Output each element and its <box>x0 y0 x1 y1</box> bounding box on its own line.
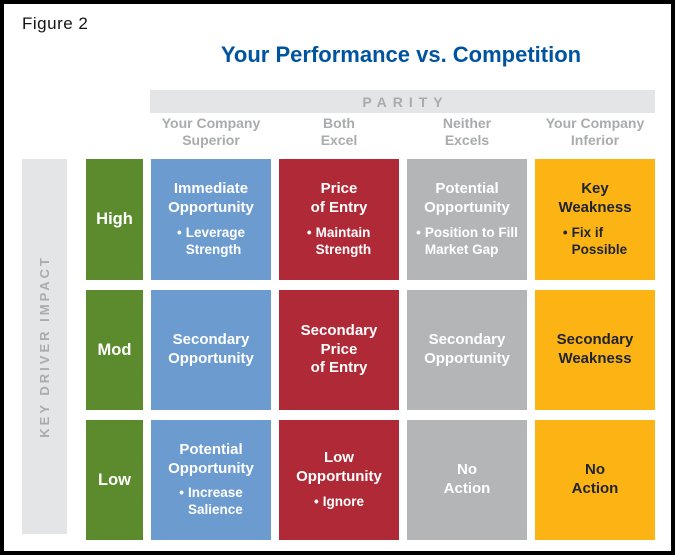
cell-bullet-text: Fix if Possible <box>571 224 628 257</box>
bullet-icon: • <box>314 493 319 509</box>
impact-axis-label: KEY DRIVER IMPACT <box>37 255 52 438</box>
column-header-your-company-inferior: Your Company Inferior <box>545 115 645 148</box>
cell-bullet: • Increase Salience <box>179 485 243 519</box>
cell-title: Price of Entry <box>310 180 368 217</box>
cell-bullet: • Leverage Strength <box>177 225 245 259</box>
bullet-icon: • <box>562 224 568 240</box>
impact-cell-high: High <box>86 159 143 280</box>
impact-cell-mod: Mod <box>86 290 143 410</box>
bullet-icon: • <box>416 224 421 240</box>
cell-bullet: • Position to Fill Market Gap <box>416 225 518 259</box>
matrix-cell-high-neither-excels: Potential Opportunity • Position to Fill… <box>407 159 527 280</box>
matrix-cell-mod-inferior: Secondary Weakness <box>535 290 655 410</box>
matrix-cell-high-inferior: Key Weakness • Fix if Possible <box>535 159 655 280</box>
figure-number-label: Figure 2 <box>22 14 89 33</box>
cell-title: Secondary Opportunity <box>168 331 254 367</box>
matrix-cell-high-both-excel: Price of Entry • Maintain Strength <box>279 159 399 280</box>
cell-title: Potential Opportunity <box>424 180 510 217</box>
matrix-cell-low-inferior: No Action <box>535 420 655 540</box>
matrix-cell-mod-neither-excels: Secondary Opportunity <box>407 290 527 410</box>
cell-title: No Action <box>443 461 491 497</box>
column-header-your-company-superior: Your Company Superior <box>161 115 261 148</box>
cell-bullet-text: Leverage Strength <box>185 224 246 257</box>
cell-title: Immediate Opportunity <box>168 180 254 217</box>
bullet-icon: • <box>179 485 184 501</box>
cell-bullet: • Maintain Strength <box>307 225 371 259</box>
cell-title: Secondary Opportunity <box>424 331 510 367</box>
matrix-cell-high-superior: Immediate Opportunity • Leverage Strengt… <box>151 159 271 280</box>
chart-title: Your Performance vs. Competition <box>220 42 582 67</box>
column-header-neither-excels: Neither Excels <box>442 115 492 148</box>
cell-title: Potential Opportunity <box>168 440 254 477</box>
cell-title: Low Opportunity <box>296 449 382 486</box>
matrix-cell-low-superior: Potential Opportunity • Increase Salienc… <box>151 420 271 540</box>
parity-axis-label: PARITY <box>362 93 449 110</box>
cell-bullet-text: Position to Fill Market Gap <box>424 224 518 257</box>
cell-bullet: • Ignore <box>314 494 364 511</box>
cell-bullet-text: Maintain Strength <box>315 224 372 257</box>
cell-title: Secondary Weakness <box>556 331 634 367</box>
bullet-icon: • <box>306 224 312 240</box>
matrix-grid: High Immediate Opportunity • Leverage St… <box>86 159 655 540</box>
cell-bullet: • Fix if Possible <box>563 225 627 259</box>
bullet-icon: • <box>176 224 182 240</box>
matrix-cell-low-both-excel: Low Opportunity • Ignore <box>279 420 399 540</box>
cell-title: Secondary Price of Entry <box>300 321 378 377</box>
cell-bullet-text: Increase Salience <box>187 485 243 518</box>
impact-cell-low: Low <box>86 420 143 540</box>
cell-bullet-text: Ignore <box>322 493 364 509</box>
cell-title: Key Weakness <box>558 180 632 217</box>
cell-title: No Action <box>571 461 619 497</box>
matrix-cell-mod-superior: Secondary Opportunity <box>151 290 271 410</box>
parity-axis-bar: PARITY <box>150 90 655 113</box>
matrix-cell-low-neither-excels: No Action <box>407 420 527 540</box>
matrix-cell-mod-both-excel: Secondary Price of Entry <box>279 290 399 410</box>
impact-axis-bar: KEY DRIVER IMPACT <box>22 159 67 534</box>
column-header-both-excel: Both Excel <box>320 115 358 148</box>
